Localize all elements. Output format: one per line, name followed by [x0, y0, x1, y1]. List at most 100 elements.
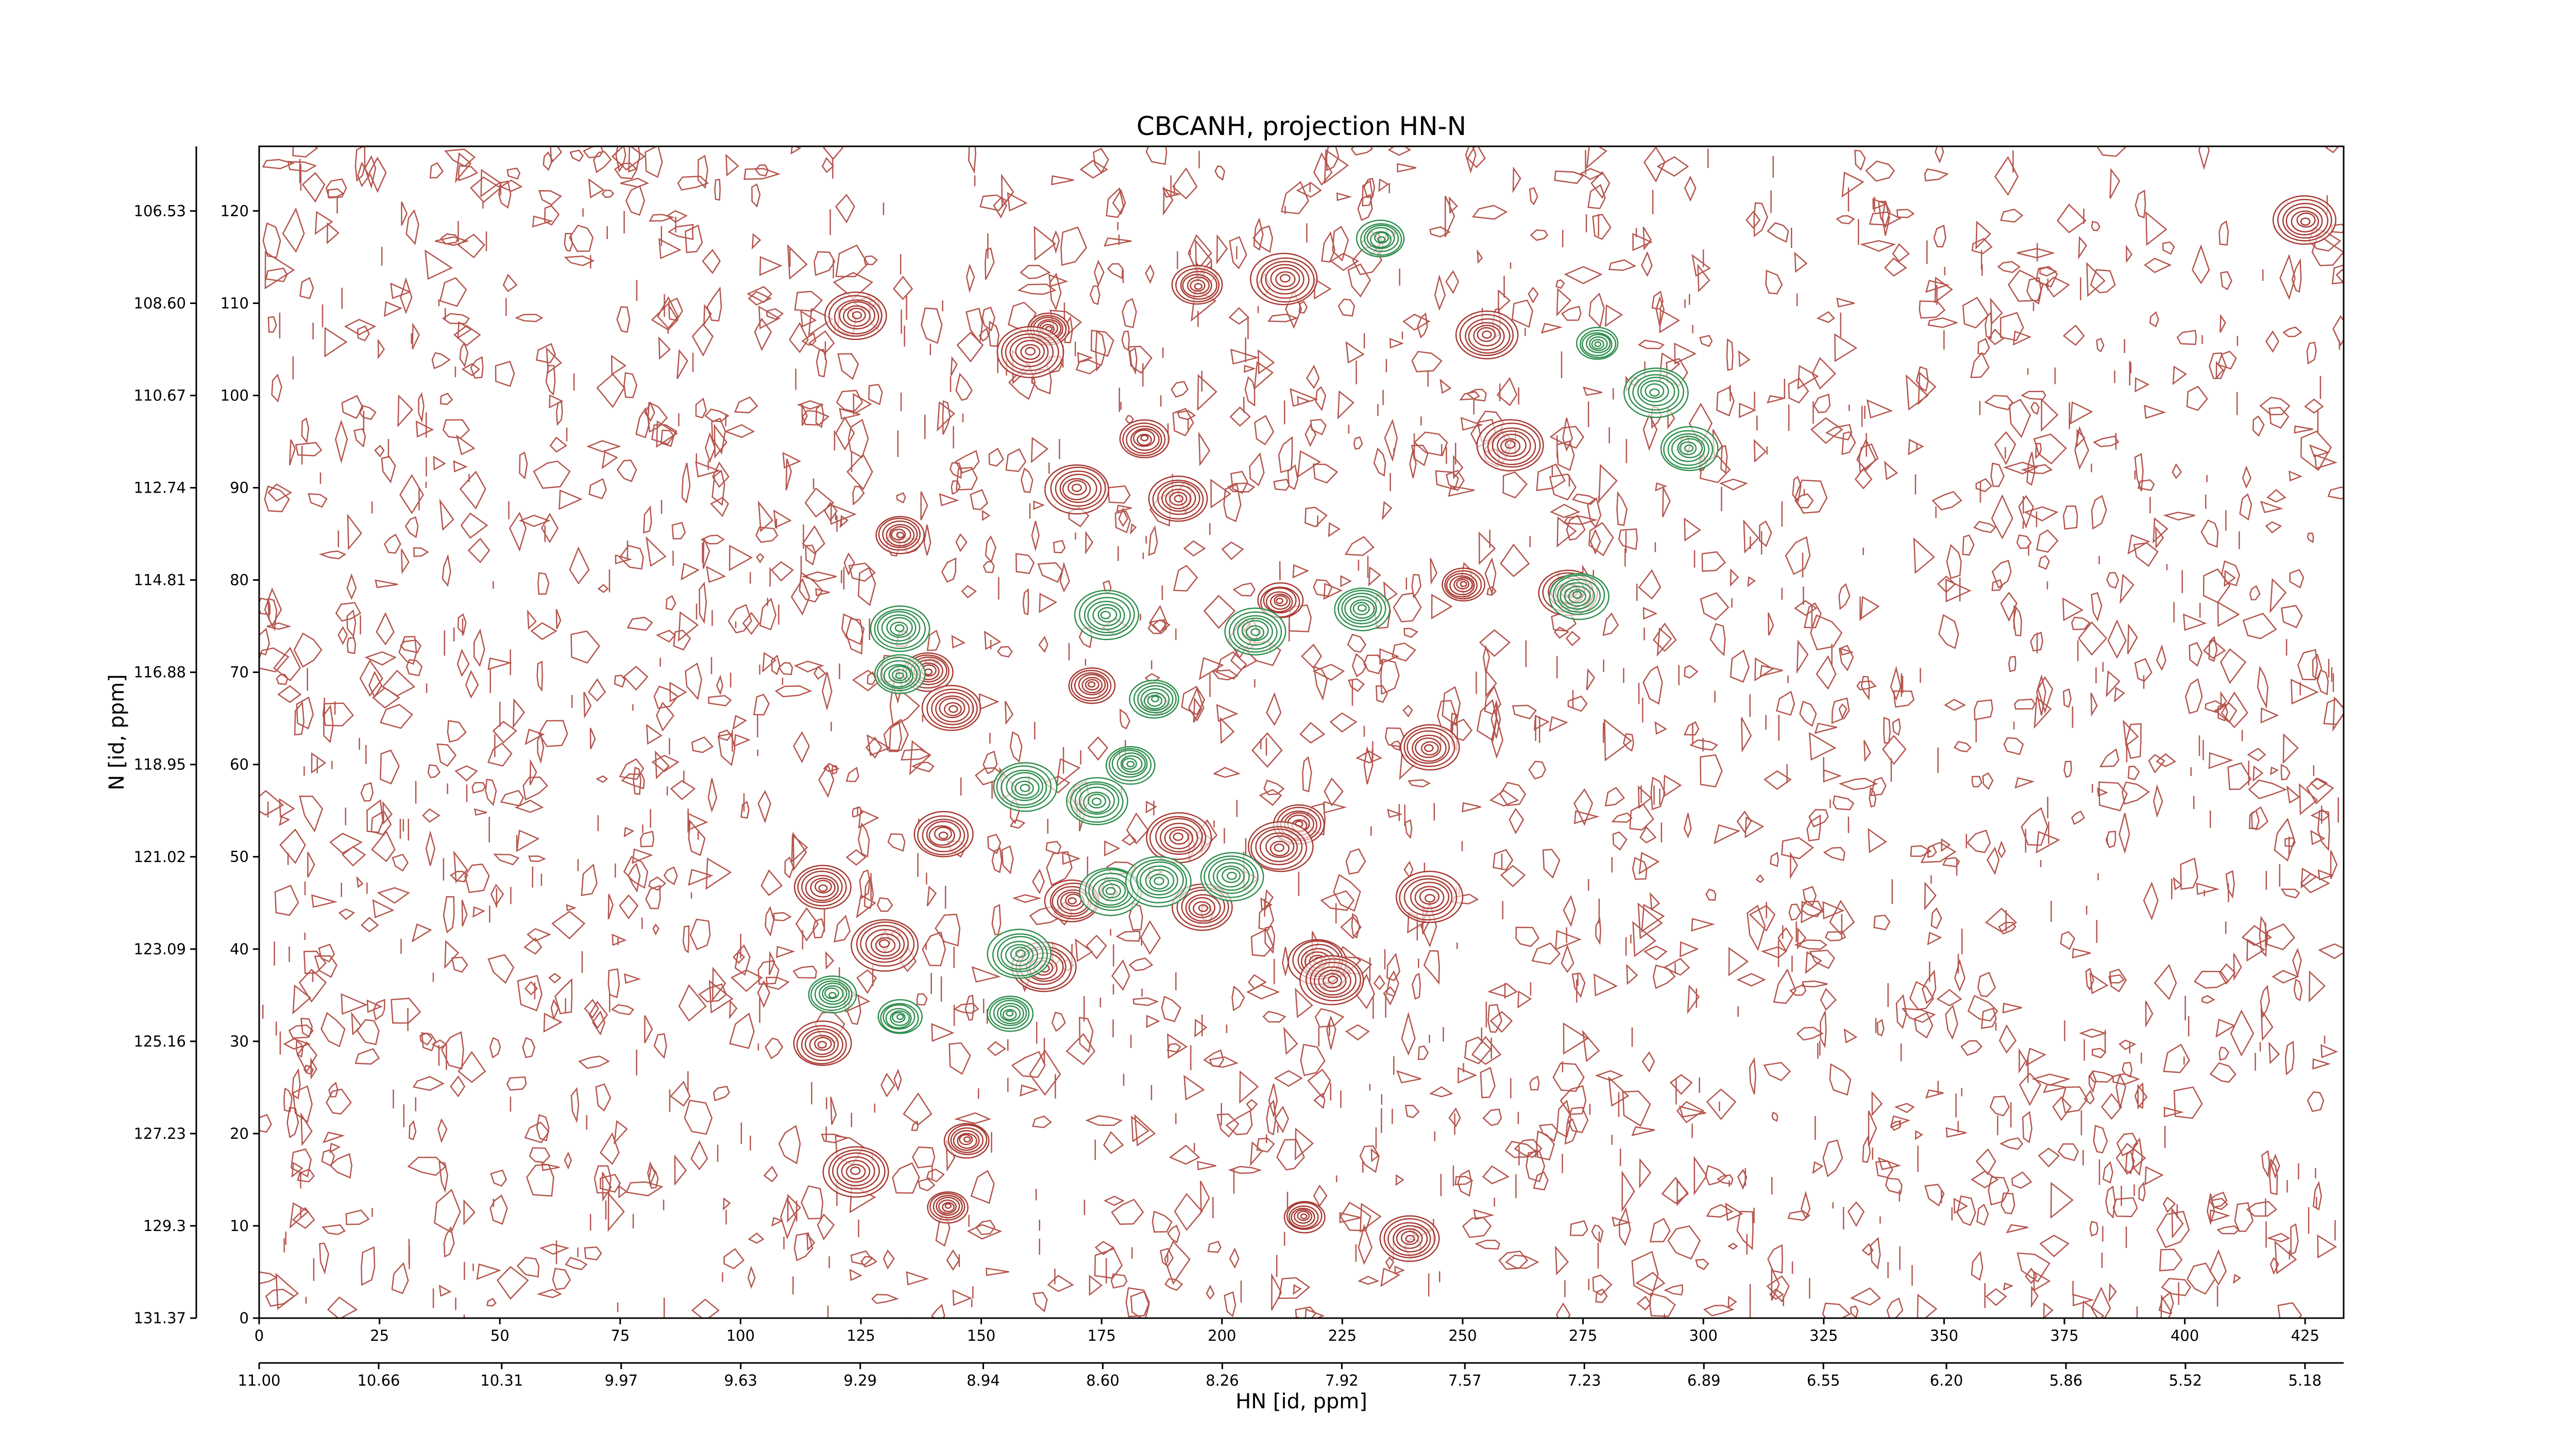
noise-contour	[1384, 418, 1398, 462]
noise-contour	[1870, 777, 1887, 797]
noise-contour	[400, 277, 413, 314]
noise-contour	[1293, 1284, 1302, 1295]
peak	[1200, 852, 1264, 902]
noise-contour	[1890, 665, 1902, 701]
noise-contour	[2265, 521, 2282, 534]
noise-contour	[1459, 391, 1480, 401]
noise-contour	[1120, 708, 1130, 730]
noise-contour	[2070, 401, 2093, 425]
noise-contour	[607, 1192, 625, 1232]
peak-contour	[1256, 257, 1315, 303]
peak-contour	[1586, 333, 1611, 353]
noise-contour	[1564, 266, 1603, 284]
y-tick-label: 60	[230, 756, 249, 773]
noise-contour	[2127, 765, 2140, 781]
noise-contour	[1408, 779, 1431, 788]
noise-contour	[1860, 596, 1880, 620]
noise-contour	[1741, 717, 1752, 753]
x-tick-label: 350	[1930, 1327, 1958, 1344]
peak-contour	[824, 987, 839, 1000]
peak-contour	[1014, 780, 1034, 796]
noise-contour	[1148, 525, 1158, 556]
noise-contour	[2090, 269, 2116, 294]
noise-contour	[1090, 329, 1114, 357]
noise-contour	[354, 146, 366, 182]
noise-contour	[1386, 952, 1401, 982]
noise-contour	[1089, 285, 1100, 306]
noise-contour	[1489, 1010, 1513, 1033]
x2-tick-label: 10.66	[357, 1372, 400, 1389]
noise-contour	[1244, 365, 1256, 373]
noise-contour	[425, 249, 453, 280]
noise-contour	[727, 604, 753, 634]
peak-contour	[1400, 1231, 1419, 1245]
noise-contour	[2162, 241, 2175, 255]
noise-contour	[1273, 479, 1290, 491]
peak	[1575, 327, 1619, 360]
noise-contour	[551, 911, 586, 940]
noise-contour	[1177, 410, 1196, 420]
peak-contour	[888, 665, 911, 684]
noise-contour	[1363, 654, 1384, 675]
noise-contour	[1738, 350, 1751, 367]
noise-contour	[1706, 1088, 1737, 1120]
noise-contour	[390, 282, 412, 299]
noise-contour	[323, 1132, 345, 1143]
noise-contour	[292, 146, 318, 158]
peak-contour	[1383, 1218, 1436, 1258]
noise-contour	[677, 175, 709, 191]
noise-contour	[1920, 841, 1957, 863]
x2-tick-label: 11.00	[238, 1372, 280, 1389]
noise-contour	[2145, 211, 2167, 246]
noise-contour	[1608, 1076, 1630, 1107]
noise-contour	[1829, 900, 1855, 935]
peak-contour	[810, 978, 853, 1011]
noise-contour	[645, 885, 661, 909]
noise-contour	[1877, 1157, 1902, 1170]
noise-contour	[435, 236, 469, 246]
noise-contour	[1512, 166, 1521, 194]
noise-contour	[1206, 1285, 1215, 1300]
noise-contour	[1411, 574, 1422, 599]
noise-contour	[1216, 1113, 1240, 1138]
noise-contour	[1104, 1195, 1125, 1206]
noise-contour	[640, 831, 654, 848]
noise-contour	[564, 255, 595, 266]
noise-contour	[2312, 1058, 2331, 1070]
noise-contour	[1699, 334, 1713, 347]
noise-contour	[707, 778, 718, 813]
noise-contour	[2242, 613, 2277, 639]
noise-contour	[918, 1178, 936, 1192]
noise-contour	[290, 1148, 312, 1178]
noise-contour	[1046, 851, 1073, 886]
peak	[987, 996, 1034, 1032]
noise-contour	[1221, 541, 1244, 561]
noise-contour	[391, 998, 421, 1024]
peak-contour	[1453, 577, 1473, 593]
noise-contour	[1246, 984, 1280, 1000]
noise-contour	[2057, 1143, 2079, 1161]
noise-contour	[470, 176, 502, 203]
noise-contour	[1093, 260, 1105, 288]
noise-contour	[1998, 921, 2016, 935]
peak-contour	[874, 609, 926, 649]
noise-contour	[1632, 921, 1656, 957]
noise-contour	[1753, 439, 1767, 463]
y-tick-label: 10	[230, 1217, 249, 1235]
noise-contour	[1389, 740, 1401, 751]
peak-contour	[1374, 232, 1389, 244]
peak-contour	[886, 617, 913, 638]
noise-contour	[2083, 1089, 2095, 1105]
noise-contour	[1230, 470, 1249, 494]
x-tick-label: 100	[726, 1327, 755, 1344]
noise-contour	[323, 704, 334, 744]
noise-contour	[625, 185, 646, 216]
noise-contour	[2062, 688, 2072, 708]
noise-contour	[380, 749, 400, 785]
noise-contour	[1586, 146, 1607, 169]
noise-contour	[674, 1154, 687, 1186]
peak-contour	[1591, 339, 1605, 350]
noise-contour	[649, 214, 675, 222]
noise-contour	[792, 831, 807, 871]
noise-contour	[443, 1226, 455, 1258]
